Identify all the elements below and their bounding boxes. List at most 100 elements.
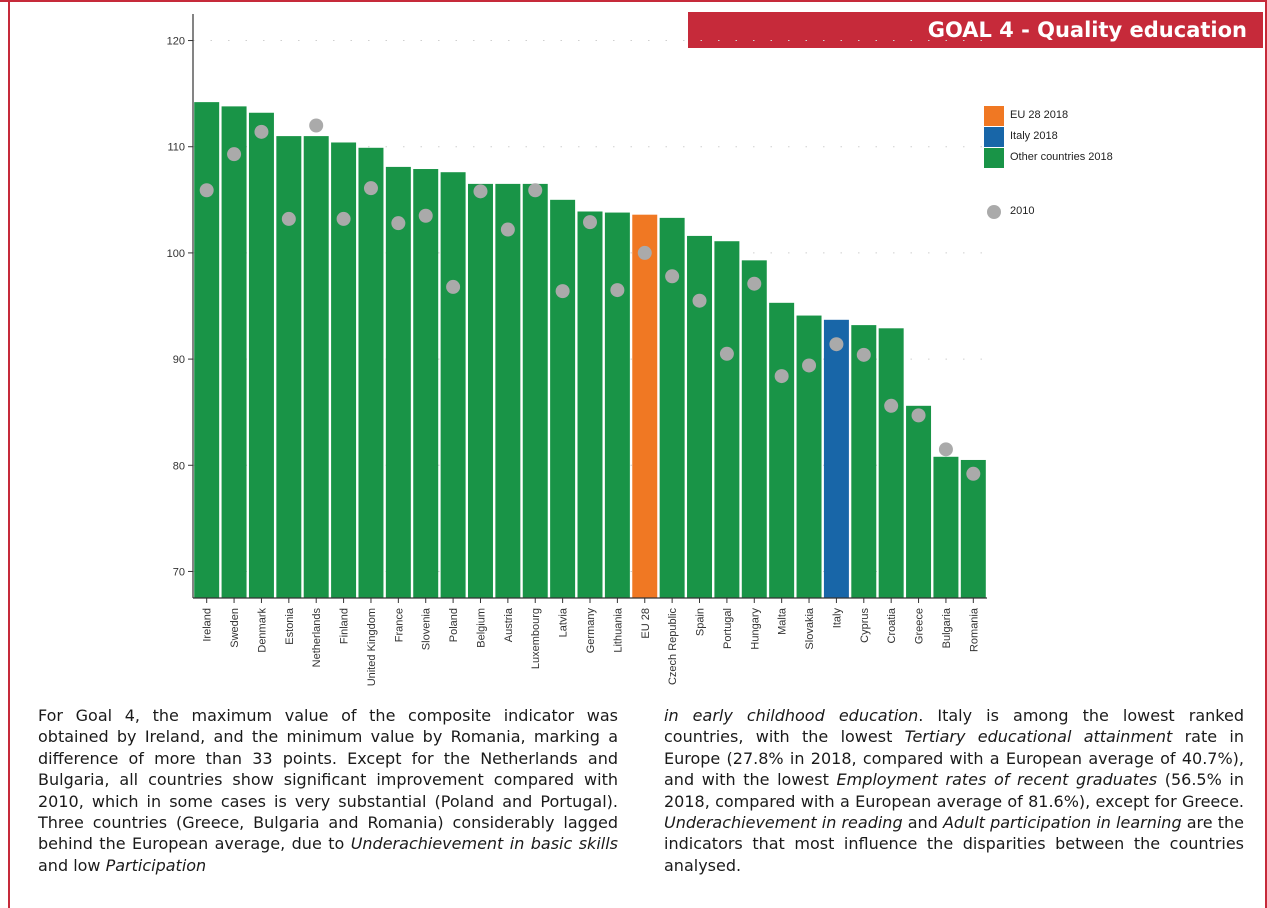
x-tick-label: United Kingdom xyxy=(366,608,378,686)
bar xyxy=(221,106,247,599)
italic-term: Underachievement in reading xyxy=(664,813,903,833)
point-2010 xyxy=(884,398,899,413)
x-tick-label: Lithuania xyxy=(612,607,624,653)
text-run: and low xyxy=(38,855,106,875)
x-tick-label: Belgium xyxy=(475,608,487,648)
bar xyxy=(194,102,220,598)
point-2010 xyxy=(774,369,789,384)
bar xyxy=(714,241,740,598)
point-2010 xyxy=(199,183,214,198)
text-run: . Italy is among the lowest ranked count… xyxy=(664,706,1244,747)
point-2010 xyxy=(391,216,406,231)
legend-swatch-italy xyxy=(984,127,1004,147)
point-2010 xyxy=(637,245,652,260)
x-tick-label: Finland xyxy=(339,608,351,644)
top-border xyxy=(0,0,1267,2)
point-2010 xyxy=(227,147,242,162)
point-2010 xyxy=(719,346,734,361)
y-tick-label: 80 xyxy=(173,460,185,472)
x-tick-label: Croatia xyxy=(886,607,898,643)
x-tick-label: EU 28 xyxy=(640,608,652,639)
x-tick-label: Czech Republic xyxy=(667,608,679,686)
point-2010 xyxy=(856,347,871,362)
bar xyxy=(632,214,658,598)
y-tick-label: 70 xyxy=(173,566,185,578)
bar xyxy=(440,172,466,598)
point-2010 xyxy=(802,358,817,373)
bar xyxy=(851,325,877,598)
bar xyxy=(276,136,302,599)
x-tick-label: Estonia xyxy=(284,607,296,645)
legend-label-other: Other countries 2018 xyxy=(1010,151,1113,163)
y-tick-label: 120 xyxy=(167,36,185,48)
x-tick-label: Greece xyxy=(914,608,926,644)
point-2010 xyxy=(747,276,762,291)
italic-term: Participation xyxy=(105,855,207,875)
bar xyxy=(769,302,795,598)
point-2010 xyxy=(692,293,707,308)
bar xyxy=(741,260,767,598)
point-2010 xyxy=(938,442,953,457)
text-run: and xyxy=(902,813,943,833)
legend-label-italy: Italy 2018 xyxy=(1010,130,1058,142)
bar xyxy=(823,319,849,598)
x-tick-label: Ireland xyxy=(202,608,214,642)
bar xyxy=(687,235,713,599)
x-tick-label: Malta xyxy=(777,607,789,635)
point-2010 xyxy=(528,183,543,198)
goal-banner: GOAL 4 - Quality education xyxy=(688,12,1263,48)
point-2010 xyxy=(911,408,926,423)
x-tick-label: Portugal xyxy=(722,608,734,649)
x-tick-label: Cyprus xyxy=(859,608,871,643)
y-tick-label: 110 xyxy=(167,142,185,154)
point-2010 xyxy=(610,283,625,298)
bar xyxy=(796,315,822,598)
x-tick-label: Bulgaria xyxy=(941,607,953,648)
point-2010 xyxy=(966,466,981,481)
legend-swatch-eu28 xyxy=(984,106,1004,126)
point-2010 xyxy=(418,208,433,223)
bar xyxy=(878,328,904,598)
bar xyxy=(577,211,603,599)
x-tick-label: Slovakia xyxy=(804,607,816,649)
bar xyxy=(331,142,357,599)
point-2010 xyxy=(583,215,597,230)
point-2010 xyxy=(363,181,378,196)
x-tick-label: Slovenia xyxy=(421,607,433,650)
italic-term: Employment rates of recent graduates xyxy=(836,770,1158,790)
point-2010 xyxy=(665,269,680,284)
point-2010 xyxy=(555,284,570,299)
text-run: (56.5% in 2018, compared with a European… xyxy=(664,770,1245,811)
legend-swatch-other xyxy=(984,148,1004,168)
bar xyxy=(413,169,439,598)
bar xyxy=(906,405,932,598)
x-tick-label: Denmark xyxy=(256,608,268,653)
x-tick-label: France xyxy=(393,608,405,642)
text-column-left: For Goal 4, the maximum value of the com… xyxy=(38,705,618,876)
italic-term: Tertiary educational attainment xyxy=(904,727,1173,747)
y-tick-label: 90 xyxy=(173,354,185,366)
x-tick-label: Romania xyxy=(968,607,980,652)
x-tick-label: Hungary xyxy=(749,608,761,650)
bar xyxy=(385,166,411,598)
text-column-right: in early childhood education. Italy is a… xyxy=(664,705,1244,876)
legend-label-eu28: EU 28 2018 xyxy=(1010,109,1069,121)
x-tick-label: Spain xyxy=(695,608,707,636)
text-run: For Goal 4, the maximum value of the com… xyxy=(38,706,618,854)
legend-marker-2010 xyxy=(987,205,1001,219)
bar xyxy=(248,112,274,599)
x-tick-label: Germany xyxy=(585,608,597,654)
bar xyxy=(550,199,576,598)
bar-chart: 70 80 90 100 110 120 Ireland Sweden Denmark Eston… xyxy=(167,14,987,686)
x-tick-label: Luxembourg xyxy=(530,608,542,669)
italic-term: in early childhood education xyxy=(664,706,919,725)
x-tick-label: Sweden xyxy=(229,608,241,648)
point-2010 xyxy=(254,124,269,139)
x-tick-label: Poland xyxy=(448,608,460,642)
point-2010 xyxy=(336,211,351,226)
point-2010 xyxy=(473,184,488,199)
point-2010 xyxy=(829,337,844,352)
point-2010 xyxy=(446,279,461,294)
point-2010 xyxy=(281,211,296,226)
point-2010 xyxy=(309,118,324,133)
